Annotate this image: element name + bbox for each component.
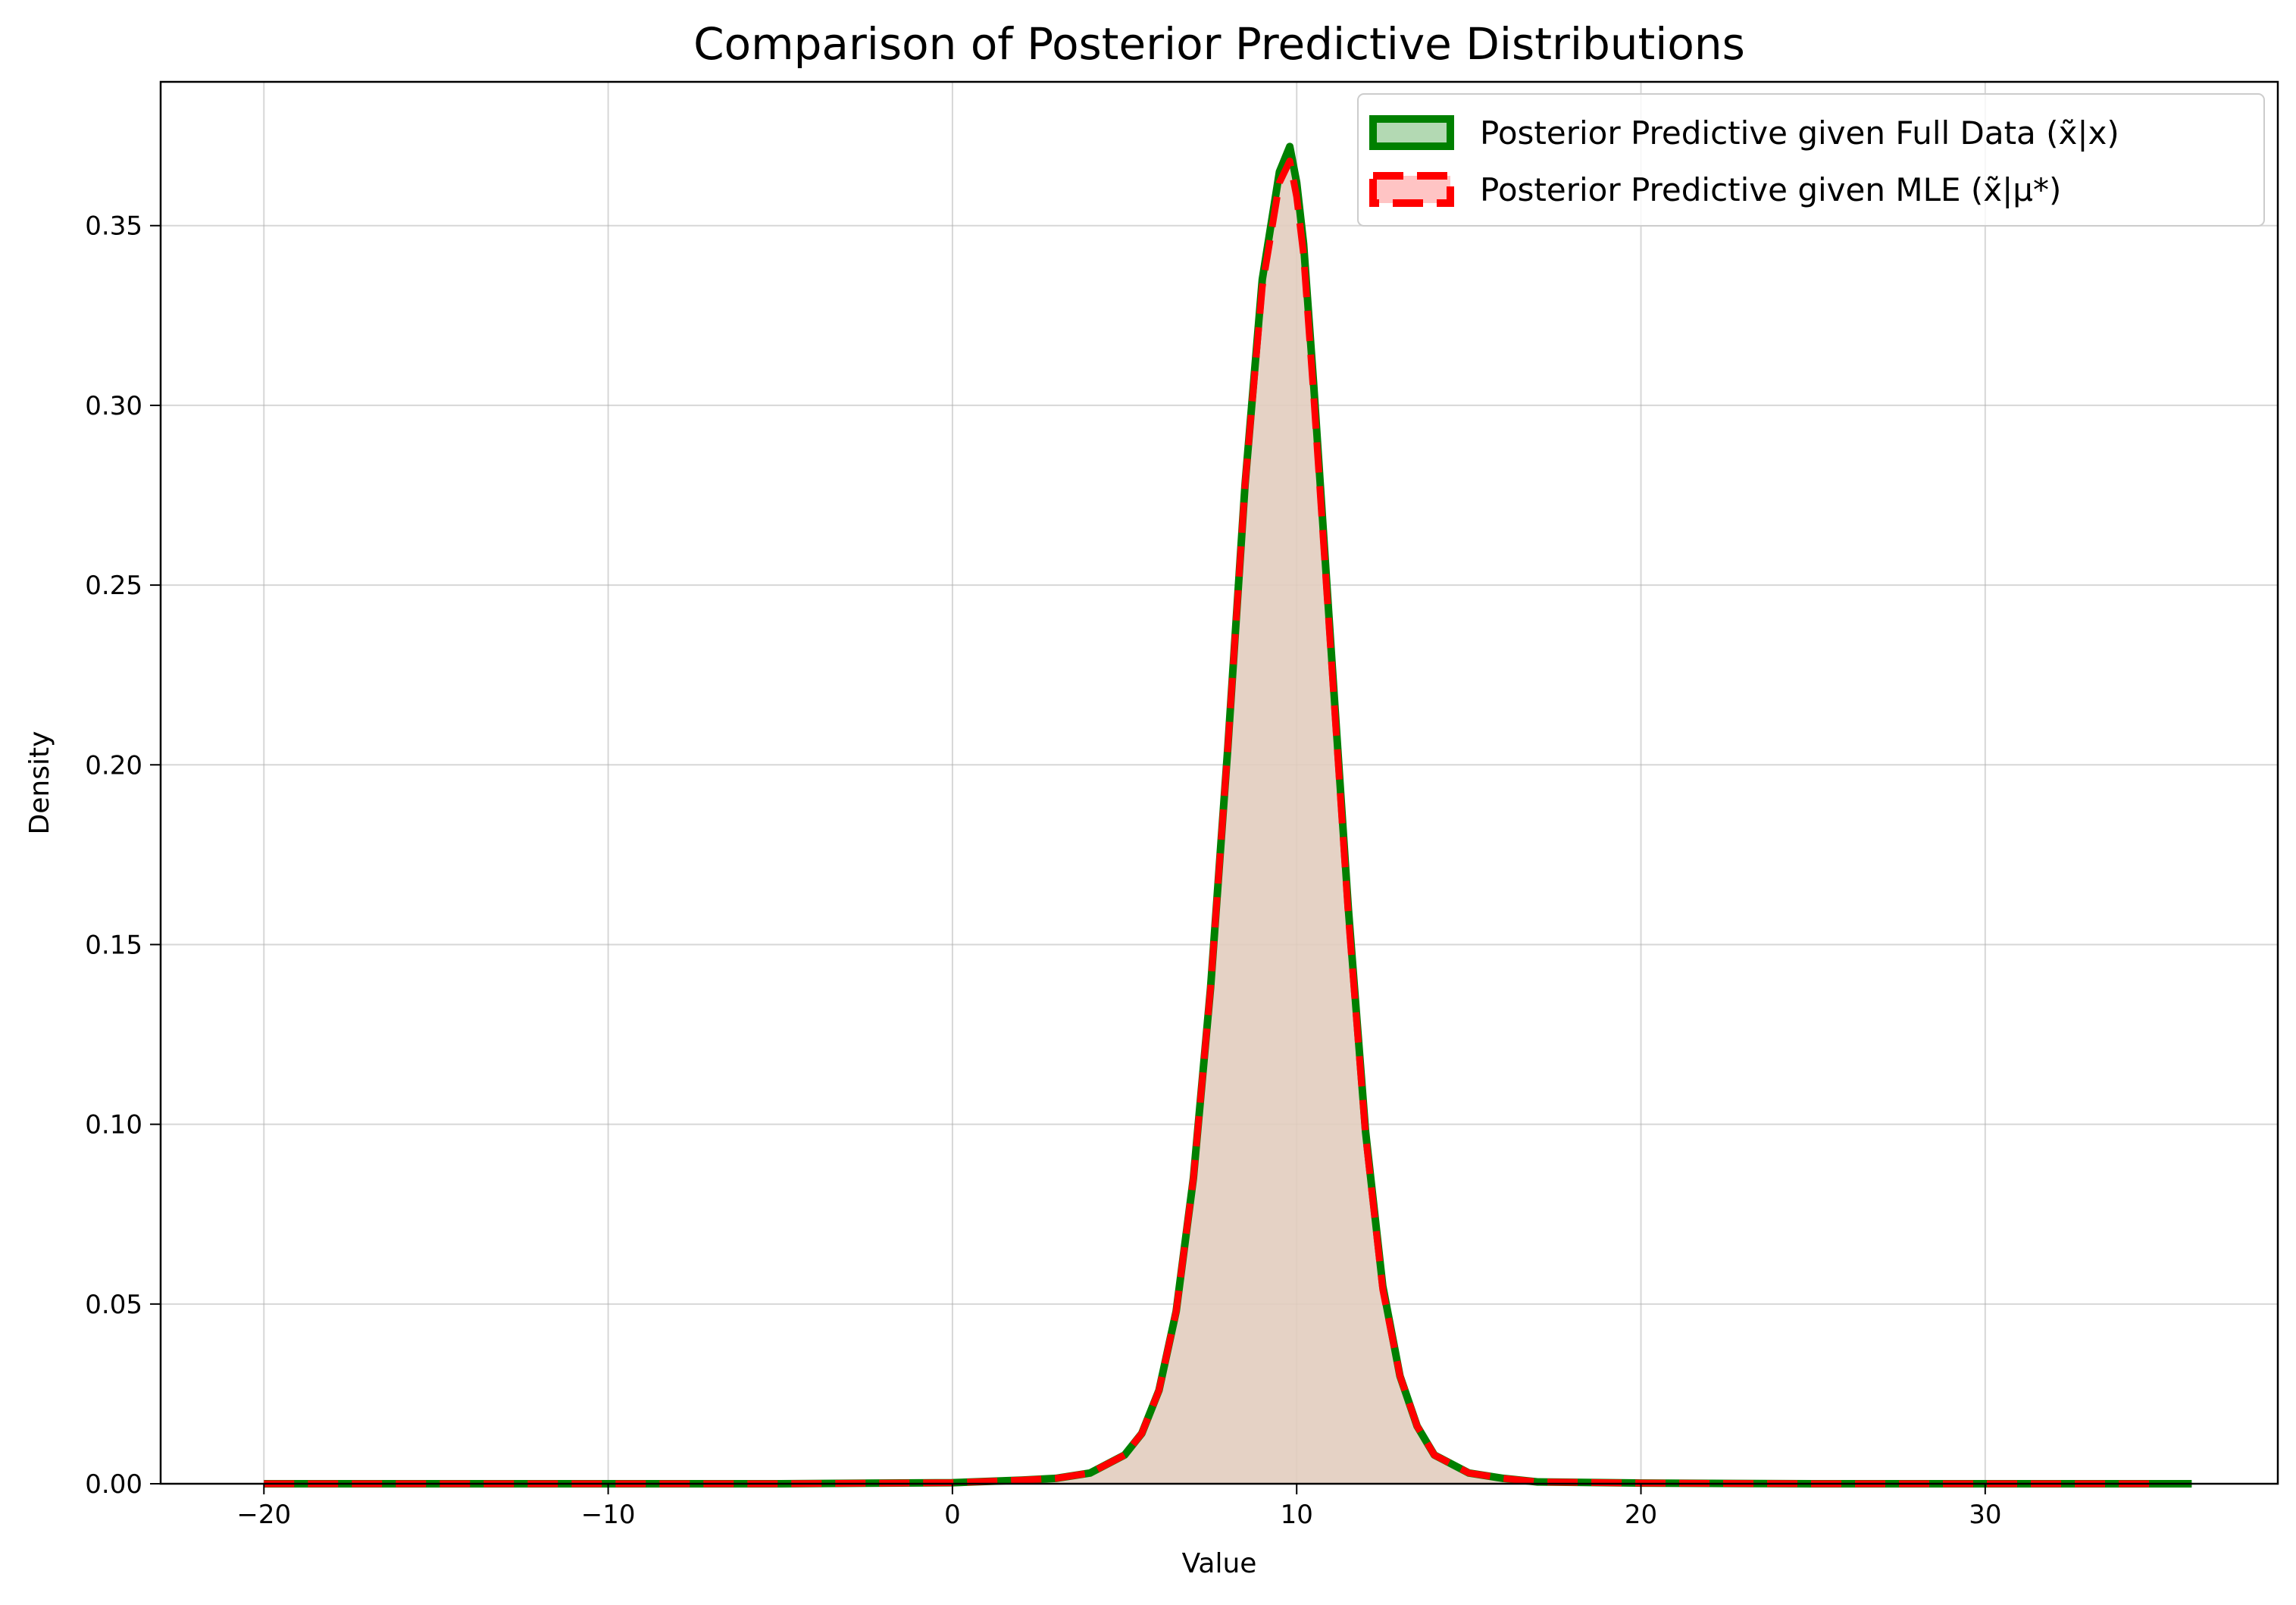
series-line-1 [264,157,2157,1488]
y-axis-ticks: 0.00 0.05 0.10 0.15 0.20 0.25 0.30 0.35 [85,211,161,1500]
x-axis-label: Value [1182,1548,1257,1579]
series-area-1 [264,161,2157,1484]
legend-box [1357,93,2265,227]
y-tick-label: 0.10 [85,1110,142,1140]
x-axis-ticks: −20 −10 0 10 20 30 [236,1484,2001,1530]
legend-swatch-full-data [1369,115,1454,150]
y-tick-label: 0.25 [85,571,142,601]
y-tick-label: 0.30 [85,391,142,421]
x-tick-label: 20 [1625,1500,1657,1530]
y-tick-label: 0.15 [85,930,142,960]
legend-label-full-data: Posterior Predictive given Full Data (x̃… [1480,114,2119,152]
plot-frame [159,80,2279,1485]
y-tick-label: 0.20 [85,750,142,781]
y-tick-label: 0.35 [85,211,142,242]
x-tick-label: 0 [944,1500,961,1530]
chart-title: Comparison of Posterior Predictive Distr… [693,18,1745,70]
legend-swatch-mle [1369,172,1454,207]
x-tick-label: −20 [236,1500,291,1530]
x-tick-label: 10 [1281,1500,1313,1530]
x-tick-label: −10 [581,1500,636,1530]
y-tick-label: 0.05 [85,1290,142,1320]
legend: Posterior Predictive given Full Data (x̃… [1357,93,2265,227]
area-layer [264,146,2192,1484]
legend-label-mle: Posterior Predictive given MLE (x̃|μ*) [1480,171,2061,208]
y-tick-label: 0.00 [85,1469,142,1500]
line-layer [264,142,2192,1488]
x-tick-label: 30 [1969,1500,2001,1530]
y-axis-label: Density [24,731,55,835]
